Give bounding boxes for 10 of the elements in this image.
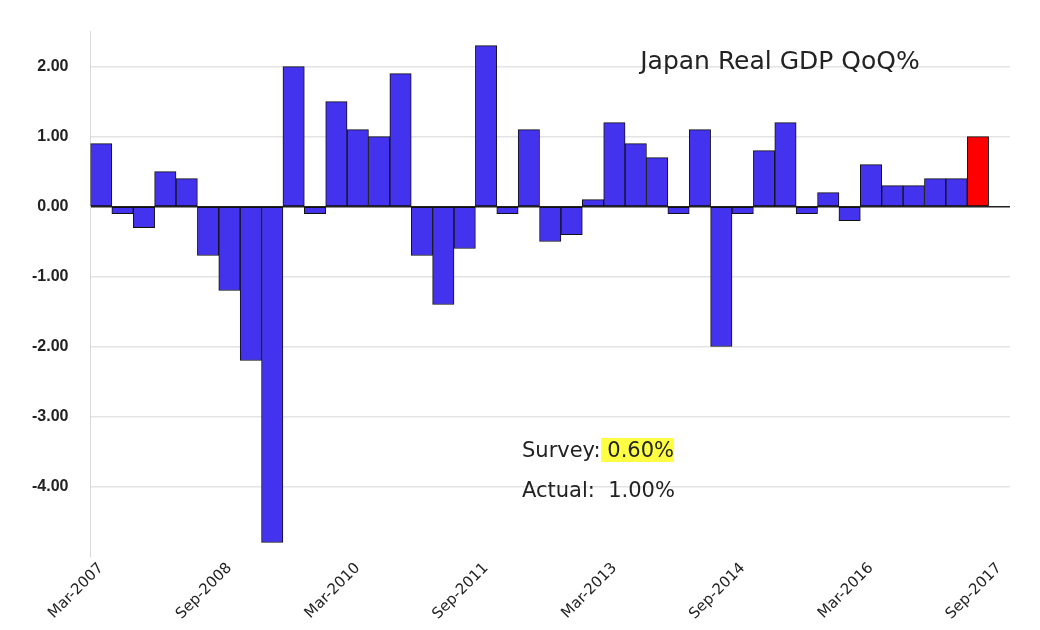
annotation: Survey: 0.60%: [522, 437, 675, 464]
y-tick-label: -2.00: [32, 336, 69, 354]
y-tick-label: -3.00: [32, 406, 69, 424]
y-tick-label: -4.00: [32, 476, 69, 494]
y-tick-label: 1.00: [37, 126, 69, 144]
y-tick-label: 2.00: [37, 57, 69, 74]
y-tick-label: -1.00: [32, 266, 69, 284]
annotation: Actual: 1.00%: [522, 477, 675, 504]
y-tick-label: 0.00: [37, 196, 69, 214]
text: Japan Real GDP QoQ%: [638, 46, 921, 75]
